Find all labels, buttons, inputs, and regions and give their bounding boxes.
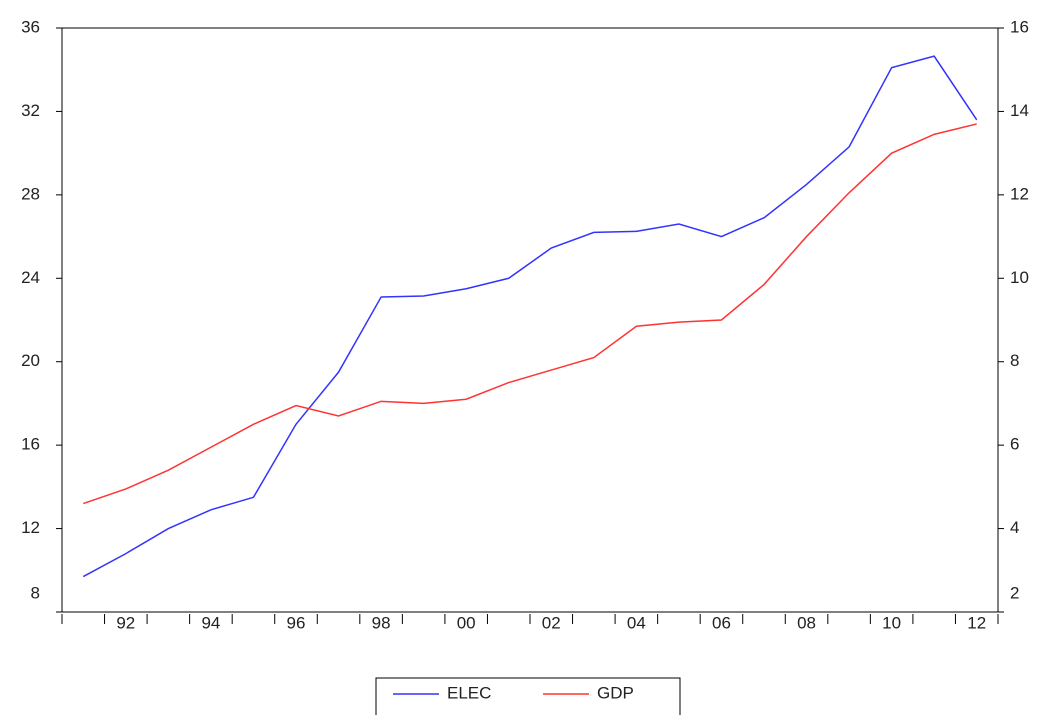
- y-tick-label: 20: [21, 351, 40, 370]
- legend-box: [375, 677, 681, 715]
- plot-frame: [61, 27, 999, 613]
- x-tick-label: 94: [201, 613, 220, 632]
- x-tick-label: 06: [712, 613, 731, 632]
- x-tick-label: 00: [457, 613, 476, 632]
- y2-tick-label: 8: [1010, 351, 1019, 370]
- y2-tick-label: 16: [1010, 17, 1029, 36]
- x-tick-label: 12: [967, 613, 986, 632]
- y-tick-label: 16: [21, 435, 40, 454]
- y2-tick-label: 2: [1010, 583, 1019, 602]
- y-tick-label: 24: [21, 268, 40, 287]
- y2-tick-label: 10: [1010, 268, 1029, 287]
- x-tick-label: 08: [797, 613, 816, 632]
- y2-tick-label: 14: [1010, 101, 1029, 120]
- data-line: [82, 55, 978, 578]
- y2-tick-label: 6: [1010, 435, 1019, 454]
- y-tick-label: 28: [21, 184, 40, 203]
- data-line: [83, 123, 977, 505]
- x-tick-label: 98: [372, 613, 391, 632]
- y2-tick-label: 12: [1010, 184, 1029, 203]
- x-tick-label: 02: [542, 613, 561, 632]
- y-tick-label: 8: [31, 583, 40, 602]
- x-tick-label: 10: [882, 613, 901, 632]
- x-tick-label: 96: [287, 613, 306, 632]
- y-tick-label: 36: [21, 17, 40, 36]
- legend-label: GDP: [597, 683, 634, 702]
- x-tick-label: 04: [627, 613, 646, 632]
- legend-label: ELEC: [447, 683, 491, 702]
- x-tick-label: 92: [116, 613, 135, 632]
- y-tick-label: 12: [21, 518, 40, 537]
- y2-tick-label: 4: [1010, 518, 1019, 537]
- y-tick-label: 32: [21, 101, 40, 120]
